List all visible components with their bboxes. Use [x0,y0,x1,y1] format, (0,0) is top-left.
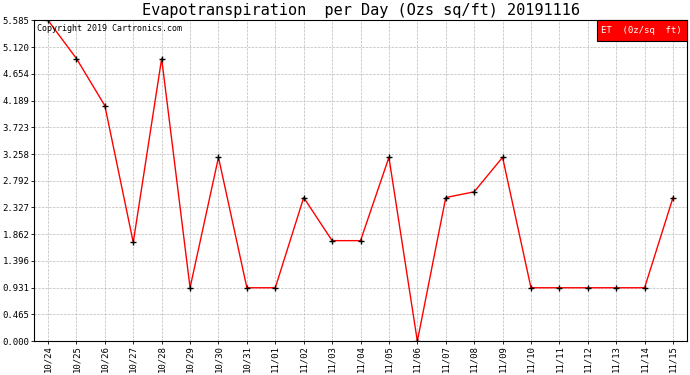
Title: Evapotranspiration  per Day (Ozs sq/ft) 20191116: Evapotranspiration per Day (Ozs sq/ft) 2… [141,3,580,18]
Text: Copyright 2019 Cartronics.com: Copyright 2019 Cartronics.com [37,24,182,33]
Text: ET  (0z/sq  ft): ET (0z/sq ft) [602,26,682,35]
